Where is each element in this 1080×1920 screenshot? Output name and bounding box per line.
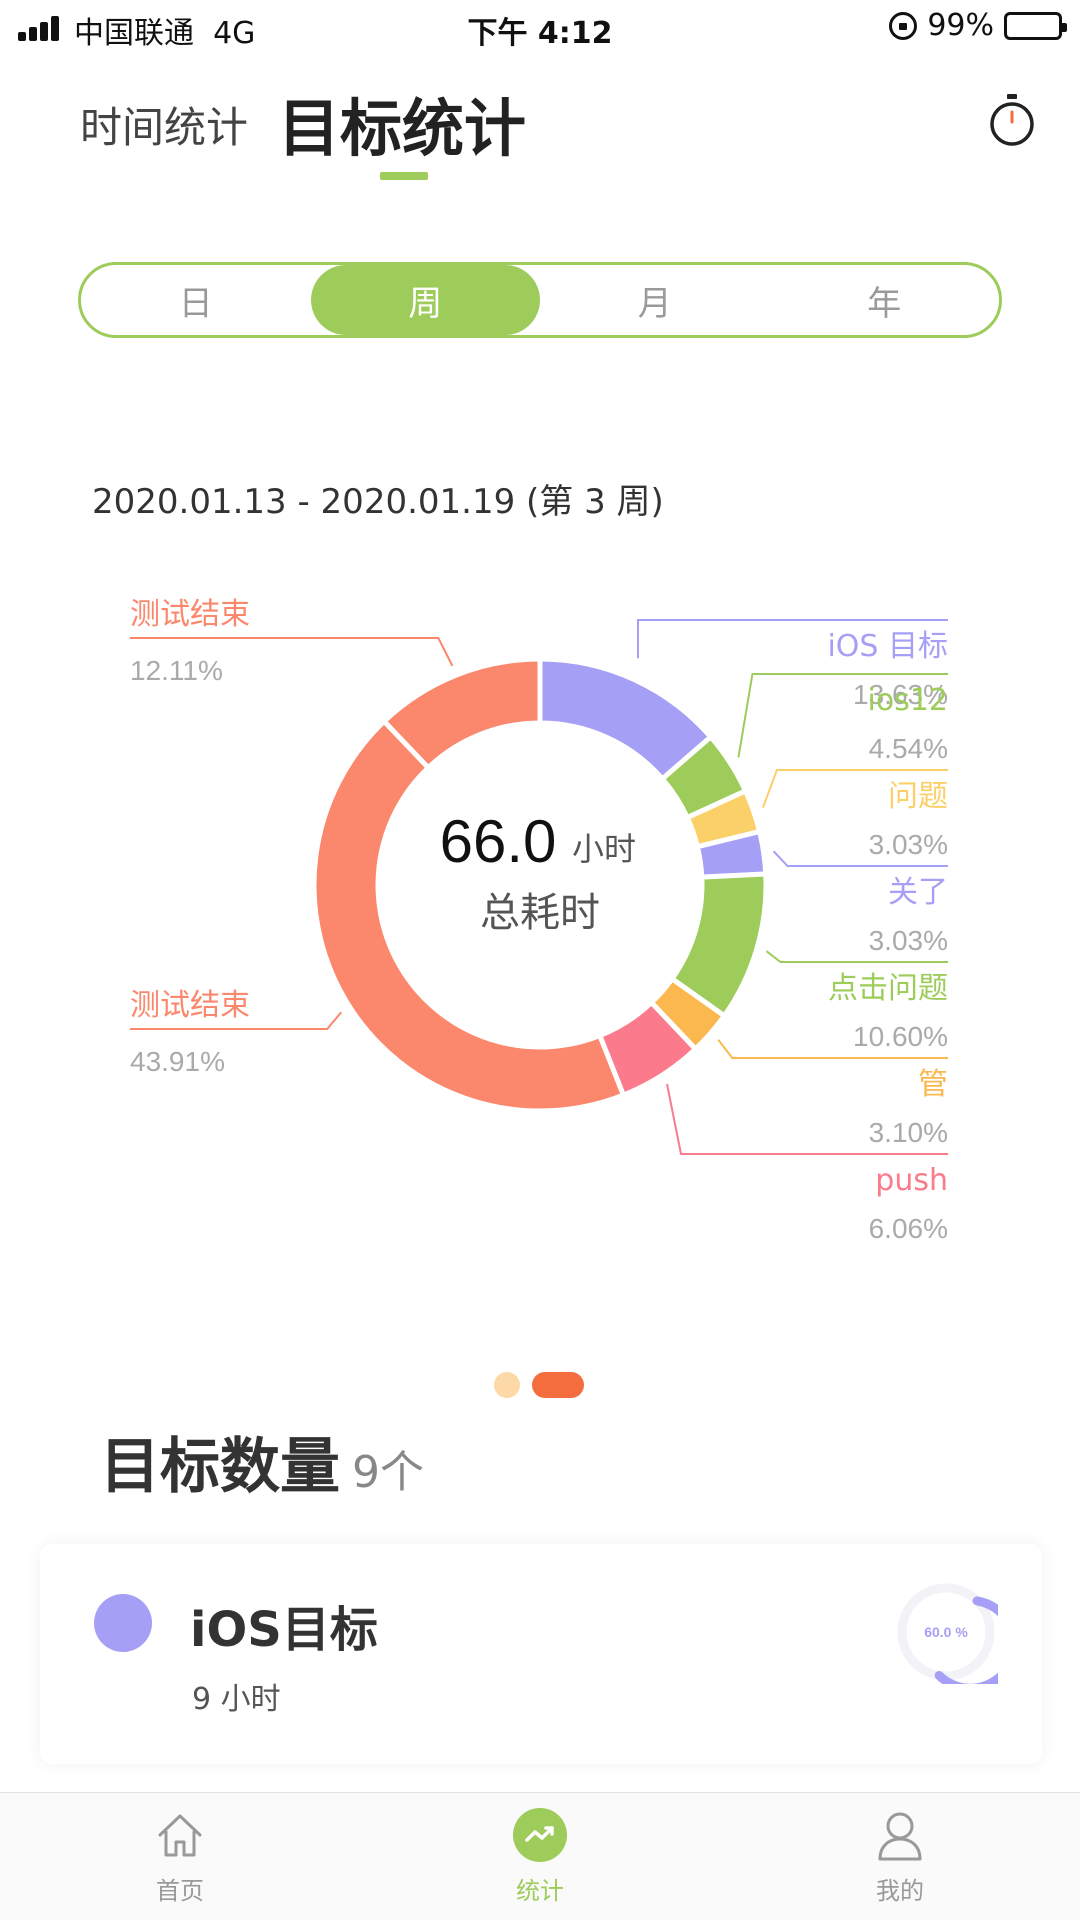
total-hours-value: 66.0 xyxy=(440,808,557,875)
slice-label: 关了 xyxy=(888,875,948,910)
total-hours-label: 总耗时 xyxy=(480,890,600,936)
tabbar-label: 首页 xyxy=(156,1877,204,1905)
leader-line xyxy=(717,1039,948,1059)
slice-percent: 12.11% xyxy=(130,655,223,686)
stopwatch-icon[interactable] xyxy=(986,92,1038,148)
slice-percent: 3.03% xyxy=(869,829,948,860)
leader-line xyxy=(130,637,454,667)
slice-label: iOS 目标 xyxy=(827,629,948,664)
period-week[interactable]: 周 xyxy=(310,265,540,335)
leader-line xyxy=(762,769,948,808)
total-hours-unit: 小时 xyxy=(572,830,636,868)
tab-time-stats[interactable]: 时间统计 xyxy=(80,103,249,152)
period-day[interactable]: 日 xyxy=(178,283,213,324)
leader-line xyxy=(130,1011,342,1030)
pager-dot-active[interactable] xyxy=(532,1372,584,1398)
tabbar-stats[interactable]: 统计 xyxy=(360,1793,720,1920)
slice-percent: 3.10% xyxy=(869,1117,948,1148)
slice-label: 测试结束 xyxy=(130,597,250,632)
slice-label: push xyxy=(875,1163,948,1198)
slice-percent: 13.63% xyxy=(853,679,948,710)
goal-name: iOS目标 xyxy=(190,1602,378,1658)
stats-icon xyxy=(513,1808,567,1862)
carrier-label: 中国联通 4G xyxy=(74,16,256,51)
tabbar-label: 我的 xyxy=(876,1877,924,1905)
tabbar-home[interactable]: 首页 xyxy=(0,1793,360,1920)
home-icon xyxy=(158,1814,202,1857)
leader-line xyxy=(772,850,948,867)
slice-label: 问题 xyxy=(888,779,948,814)
tab-goal-stats[interactable]: 目标统计 xyxy=(278,92,527,165)
leader-line xyxy=(765,950,948,963)
period-year[interactable]: 年 xyxy=(867,283,902,324)
active-tab-indicator xyxy=(380,172,428,180)
goal-count-heading: 目标数量 9个 xyxy=(100,1432,424,1502)
goal-progress-text: 60.0 % xyxy=(924,1624,968,1640)
leader-line xyxy=(737,673,948,758)
clock: 下午 4:12 xyxy=(467,16,613,51)
date-range: 2020.01.13 - 2020.01.19 (第 3 周) xyxy=(92,482,664,522)
goal-count: 9个 xyxy=(352,1447,424,1498)
slice-label: 管 xyxy=(918,1067,948,1102)
slice-label: 测试结束 xyxy=(130,988,250,1023)
pager-dot[interactable] xyxy=(494,1372,520,1398)
period-selector: 日 周 月 年 xyxy=(78,262,1002,338)
slice-percent: 3.03% xyxy=(869,925,948,956)
slice-label: ios12 xyxy=(868,683,949,718)
goal-progress-ring: 60.0 % xyxy=(897,1583,998,1684)
slice-percent: 6.06% xyxy=(869,1213,948,1244)
signal-icon xyxy=(18,15,62,41)
tabbar-label: 统计 xyxy=(516,1877,564,1905)
donut-slice[interactable] xyxy=(311,717,627,1114)
leader-line xyxy=(636,619,948,659)
rotation-lock-icon xyxy=(889,11,918,40)
donut-slice[interactable] xyxy=(380,656,543,772)
slice-percent: 4.54% xyxy=(869,733,948,764)
goal-hours: 9 小时 xyxy=(192,1682,281,1717)
goal-color-dot xyxy=(94,1594,152,1652)
profile-icon xyxy=(878,1812,922,1861)
slice-percent: 43.91% xyxy=(130,1046,225,1077)
slice-label: 点击问题 xyxy=(828,971,948,1006)
status-bar: 中国联通 4G 下午 4:12 99% xyxy=(0,0,1080,54)
chart-pager xyxy=(494,1372,584,1398)
tabbar-profile[interactable]: 我的 xyxy=(720,1793,1080,1920)
battery-percent: 99% xyxy=(927,8,994,43)
bottom-tab-bar: 首页 统计 我的 xyxy=(0,1792,1080,1920)
slice-percent: 10.60% xyxy=(853,1021,948,1052)
header: 时间统计 目标统计 xyxy=(0,60,1080,200)
period-month[interactable]: 月 xyxy=(637,283,672,324)
donut-chart: iOS 目标 13.63%ios12 4.54% 问题 3.03% 关了 3.03% 点击问题… xyxy=(130,597,949,1244)
battery-icon xyxy=(1004,11,1067,40)
leader-line xyxy=(666,1083,948,1155)
goal-card[interactable]: iOS目标 9 小时 60.0 % xyxy=(40,1544,1042,1764)
